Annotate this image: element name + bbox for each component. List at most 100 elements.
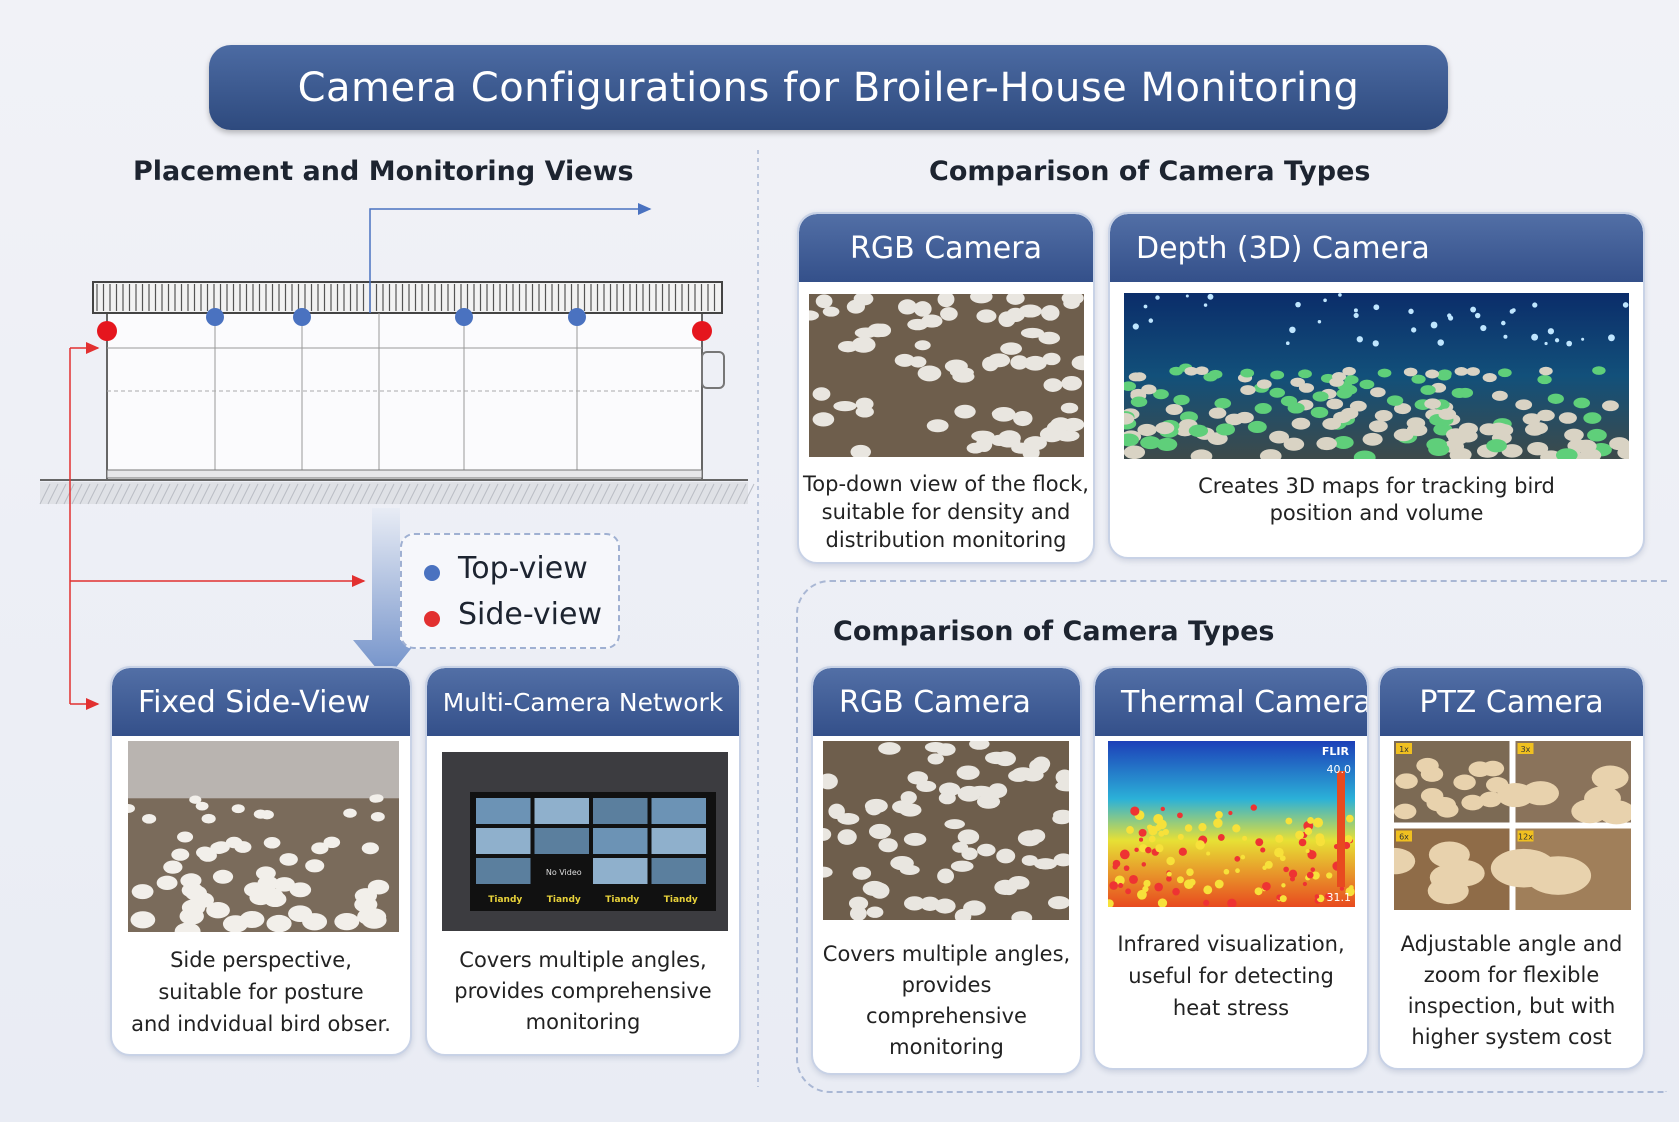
hatch (743, 483, 755, 505)
heat-spot (1214, 879, 1224, 889)
heat-spot (1215, 810, 1223, 819)
heat-spot (1157, 819, 1167, 830)
hatch (591, 483, 603, 505)
heat-spot (1125, 888, 1132, 895)
legend-label: Top-view (458, 551, 588, 586)
bird (156, 875, 178, 891)
tile (593, 798, 648, 824)
bird (1527, 441, 1549, 456)
image-bg (809, 294, 1084, 457)
light (1532, 302, 1538, 308)
light (1511, 308, 1516, 313)
hatch (455, 483, 467, 505)
bird (1011, 767, 1035, 780)
card-title: RGB Camera (813, 668, 1080, 736)
bird (1256, 379, 1272, 389)
bird (1486, 439, 1507, 453)
heat-spot (1198, 823, 1207, 832)
hatch (615, 483, 627, 505)
light (1295, 301, 1301, 308)
bird (370, 811, 385, 822)
bird (970, 294, 993, 304)
heat-spot (1138, 828, 1147, 837)
heat-spot (1223, 868, 1230, 875)
hatch (223, 483, 235, 505)
bird (334, 913, 360, 931)
card-description: zoom for flexible (1423, 963, 1600, 987)
bird (1386, 395, 1404, 406)
light (1608, 334, 1615, 342)
bird (1027, 829, 1046, 843)
hatch (295, 483, 307, 505)
fan (701, 351, 725, 389)
bird (1208, 407, 1227, 419)
light (1411, 327, 1417, 333)
heat-spot (1134, 847, 1139, 853)
light (1338, 293, 1342, 297)
card-description: provides comprehensive (454, 979, 712, 1003)
hatch (559, 483, 571, 505)
bird (1053, 853, 1069, 867)
bird (954, 404, 976, 419)
legend-label: Side-view (458, 597, 602, 632)
hatch (671, 483, 683, 505)
heat-spot (1262, 881, 1271, 891)
bird (1592, 366, 1606, 375)
view-arrow (369, 203, 652, 313)
card-description: Covers multiple angles, (822, 942, 1071, 966)
card-description: heat stress (1172, 996, 1290, 1020)
light (1143, 304, 1148, 309)
bird (1336, 388, 1353, 399)
card-description: Side perspective, (170, 948, 352, 972)
tile (476, 828, 531, 854)
bird (850, 444, 871, 457)
bird (1583, 412, 1602, 424)
side-camera (97, 321, 117, 341)
bird (1269, 387, 1286, 398)
bird (971, 430, 995, 442)
bird (1394, 847, 1416, 875)
bird (837, 812, 860, 825)
bird (894, 353, 915, 367)
heat-spot (1217, 834, 1225, 841)
top-camera (455, 308, 473, 326)
hatch (55, 483, 67, 505)
bird (131, 884, 154, 900)
hatch (271, 483, 283, 505)
zoom-label: 12x (1518, 833, 1533, 842)
bird (1522, 781, 1559, 806)
hatch (247, 483, 259, 505)
tile (476, 798, 531, 824)
bird (1184, 366, 1199, 376)
heat-spot (1203, 899, 1210, 906)
hatch (599, 483, 611, 505)
bird (1449, 448, 1472, 459)
bird (1010, 355, 1029, 370)
card-description: Adjustable angle and (1400, 932, 1623, 956)
bird (823, 773, 838, 790)
bird (1041, 305, 1060, 321)
light (1501, 320, 1506, 326)
bird (1602, 400, 1619, 412)
wall (106, 312, 703, 481)
hatch (431, 483, 443, 505)
tile (593, 828, 648, 854)
screen-label: Tiandy (488, 895, 522, 905)
card-description: inspection, but with (1407, 994, 1616, 1018)
card: Multi-Camera Network No Video Tiandy Tiandy… (425, 666, 741, 1056)
zoom-tag (1517, 830, 1534, 842)
bird (1522, 413, 1541, 425)
top-camera (206, 308, 224, 326)
light (1554, 338, 1560, 343)
bird (944, 819, 965, 830)
bird (1359, 379, 1375, 390)
light (1285, 341, 1290, 346)
bird (966, 442, 985, 454)
tile (651, 858, 706, 884)
hatch (655, 483, 667, 505)
light (1437, 339, 1444, 346)
light (1566, 340, 1573, 347)
hatch (135, 483, 147, 505)
heat-spot (1119, 849, 1130, 860)
